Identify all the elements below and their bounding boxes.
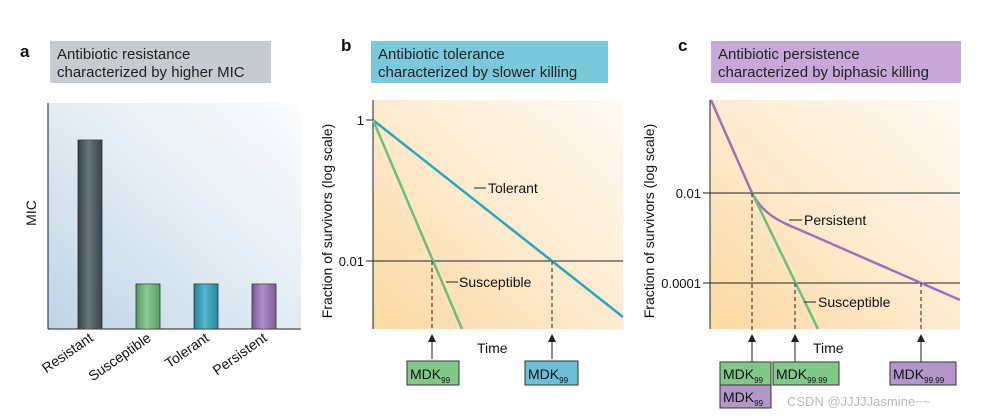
panel-c-y-tick-label: 0.01	[676, 186, 701, 201]
panel-a-y-axis-label: MIC	[23, 200, 39, 226]
panel-c-title-line1: Antibiotic persistence	[718, 46, 860, 63]
panel-c-mdk99-arrowhead	[748, 334, 756, 342]
panel-b-susceptible-line	[371, 119, 464, 330]
panel-a-title-line1: Antibiotic resistance	[57, 46, 190, 63]
panel-b-plot-background	[373, 100, 623, 329]
panel-c-letter: c	[678, 36, 687, 55]
panel-a-bars	[77, 139, 277, 330]
category-label-susceptible: Susceptible	[85, 329, 154, 384]
panel-c-susceptible-label: Susceptible	[818, 294, 891, 310]
panel-c-mdk-label: MDK99.99	[776, 366, 828, 385]
panel-a-letter: a	[20, 42, 30, 61]
panel-b-mdk-left-arrowhead	[428, 334, 436, 342]
panel-c-mdk9999-persistent-arrowhead	[917, 334, 925, 342]
panel-b-mdk-left-box	[406, 360, 460, 386]
panel-c-persistent-label: Persistent	[804, 212, 866, 228]
panel-a: a Antibiotic resistance characterized by…	[20, 41, 301, 384]
panel-b-y-axis-label: Fraction of survivors (log scale)	[319, 124, 335, 319]
panel-b-y-tick-label: 1	[357, 113, 364, 128]
panel-c-mdk-label: MDK99	[723, 366, 764, 385]
bar-shading-resistant	[78, 140, 102, 329]
panel-c-y-tick-label: 0.0001	[661, 276, 701, 291]
bar-shading-susceptible	[136, 284, 160, 329]
panel-b-tolerant-line	[372, 119, 624, 318]
panel-c-mdk-box-purple-9999	[889, 361, 957, 386]
panel-c-mdk-label: MDK99.99	[893, 366, 945, 385]
panel-b-y-tick-label: 0.01	[339, 254, 364, 269]
panel-c-title-box	[711, 41, 961, 83]
panel-a-title-box	[50, 41, 271, 83]
panel-b-title-line2: characterized by slower killing	[378, 64, 577, 81]
panel-c-mdk-label: MDK99	[723, 389, 764, 408]
panel-c-susceptible-line	[750, 192, 820, 330]
panel-c-mdk9999-susceptible-arrowhead	[791, 334, 799, 342]
panel-b-susceptible-label: Susceptible	[459, 274, 532, 290]
panel-c-title-line2: characterized by biphasic killing	[718, 64, 929, 81]
bar-shading-persistent	[252, 284, 276, 329]
watermark: CSDN @JJJJJasmine~~	[787, 394, 931, 409]
panel-b-mdk-right-arrowhead	[548, 334, 556, 342]
panel-b-title-box	[371, 41, 608, 83]
category-label-tolerant: Tolerant	[162, 329, 212, 371]
panel-b: b Antibiotic tolerance characterized by …	[319, 36, 624, 386]
panel-b-mdk-left-label: MDK99	[410, 366, 451, 385]
panel-b-letter: b	[341, 36, 351, 55]
panel-a-title-line2: characterized by higher MIC	[57, 64, 245, 81]
panel-c-x-axis-label: Time	[813, 340, 844, 356]
panel-b-mdk-right-label: MDK99	[528, 366, 569, 385]
panel-b-x-axis-label: Time	[477, 340, 508, 356]
panel-b-mdk-right-box	[524, 360, 579, 386]
bar-shading-tolerant	[194, 284, 218, 329]
panel-c: c Antibiotic persistence characterized b…	[641, 36, 961, 409]
panel-c-y-axis-label: Fraction of survivors (log scale)	[641, 124, 657, 319]
panel-c-mdk-box-purple-99	[719, 384, 772, 409]
panel-c-mdk-box-green-9999	[772, 361, 840, 386]
category-label-persistent: Persistent	[210, 329, 270, 378]
panel-b-tolerant-label: Tolerant	[488, 180, 538, 196]
panel-b-title-line1: Antibiotic tolerance	[378, 46, 505, 63]
